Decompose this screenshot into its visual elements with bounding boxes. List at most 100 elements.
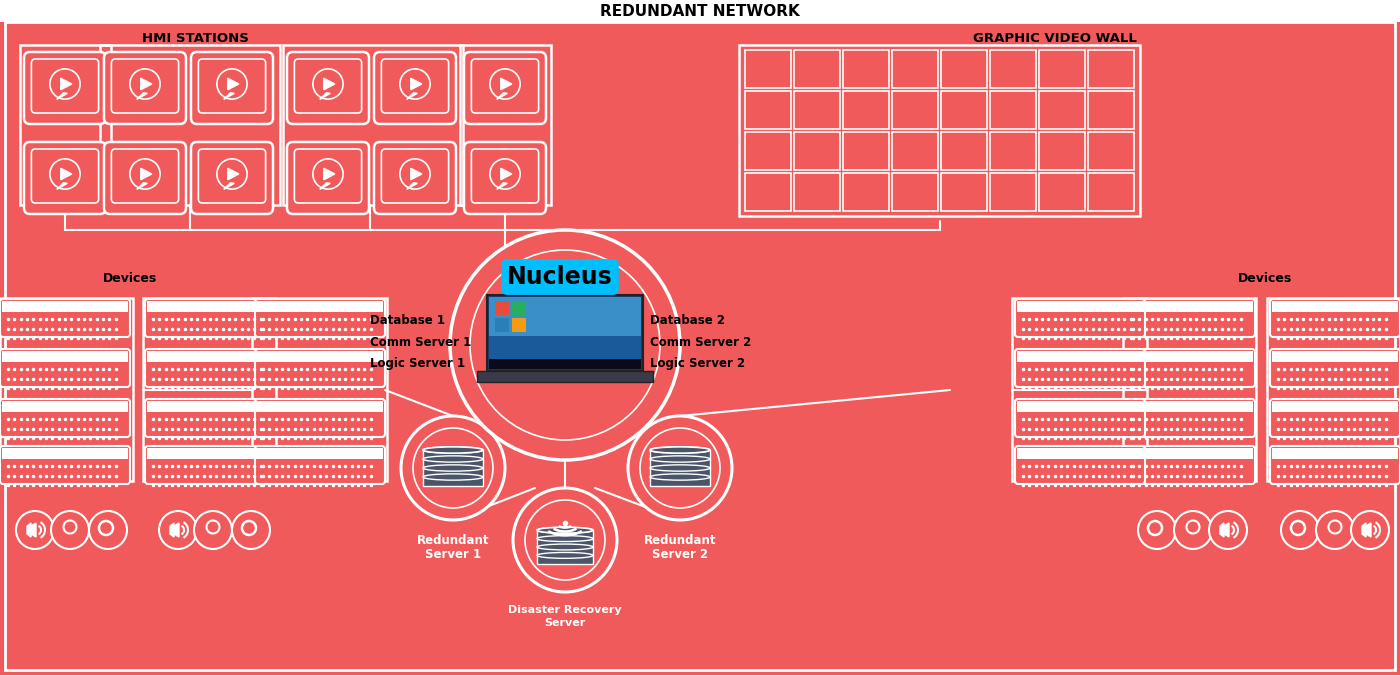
Circle shape	[217, 159, 248, 189]
Bar	[650, 450, 710, 459]
Ellipse shape	[423, 465, 483, 471]
Bar	[538, 539, 594, 547]
Bar	[739, 45, 1140, 216]
Bar	[794, 91, 840, 129]
Polygon shape	[406, 183, 417, 190]
Text: Nucleus: Nucleus	[507, 265, 613, 289]
Bar	[941, 132, 987, 170]
Bar	[1039, 50, 1085, 88]
FancyBboxPatch shape	[1126, 446, 1254, 484]
FancyBboxPatch shape	[31, 149, 98, 203]
Circle shape	[195, 511, 232, 549]
FancyBboxPatch shape	[463, 52, 546, 124]
Polygon shape	[31, 523, 36, 537]
Text: Server 2: Server 2	[652, 549, 708, 562]
FancyBboxPatch shape	[374, 142, 456, 214]
FancyBboxPatch shape	[199, 59, 266, 113]
Bar	[147, 448, 273, 460]
Text: HMI STATIONS: HMI STATIONS	[141, 32, 248, 45]
Bar	[1267, 298, 1400, 481]
Circle shape	[160, 511, 197, 549]
Polygon shape	[60, 168, 71, 180]
Ellipse shape	[423, 447, 483, 453]
Bar	[1039, 132, 1085, 170]
FancyBboxPatch shape	[1015, 299, 1145, 337]
Bar	[143, 298, 276, 481]
Bar	[512, 318, 526, 332]
Bar	[1273, 448, 1399, 460]
Bar	[423, 468, 483, 477]
Circle shape	[1316, 511, 1354, 549]
Text: Redundant: Redundant	[417, 533, 489, 547]
Polygon shape	[137, 183, 147, 190]
FancyBboxPatch shape	[381, 149, 448, 203]
Bar	[1016, 401, 1142, 412]
Ellipse shape	[538, 527, 594, 533]
Circle shape	[312, 69, 343, 99]
Circle shape	[50, 511, 90, 549]
Circle shape	[1281, 511, 1319, 549]
Bar	[538, 530, 594, 539]
Bar	[512, 301, 526, 315]
FancyBboxPatch shape	[294, 59, 361, 113]
Circle shape	[232, 511, 270, 549]
Bar	[423, 477, 483, 486]
Bar	[538, 556, 594, 564]
Bar	[1, 351, 127, 362]
FancyBboxPatch shape	[112, 59, 179, 113]
Bar	[1, 448, 127, 460]
Ellipse shape	[538, 552, 594, 558]
Bar	[1127, 301, 1253, 313]
Bar	[252, 298, 386, 481]
Polygon shape	[174, 523, 179, 537]
Bar	[538, 547, 594, 556]
FancyBboxPatch shape	[255, 299, 385, 337]
Circle shape	[130, 69, 160, 99]
Circle shape	[629, 416, 732, 520]
Ellipse shape	[423, 456, 483, 462]
Bar	[147, 351, 273, 362]
Bar	[941, 91, 987, 129]
FancyBboxPatch shape	[0, 399, 130, 437]
Bar	[423, 450, 483, 459]
Circle shape	[1351, 511, 1389, 549]
Bar	[0, 0, 1400, 22]
Circle shape	[1138, 511, 1176, 549]
Circle shape	[90, 511, 127, 549]
Text: REDUNDANT NETWORK: REDUNDANT NETWORK	[601, 3, 799, 18]
Bar	[892, 91, 938, 129]
Polygon shape	[410, 78, 421, 90]
Bar	[990, 50, 1036, 88]
Bar	[1016, 301, 1142, 313]
Bar	[283, 45, 463, 205]
FancyBboxPatch shape	[146, 399, 274, 437]
Text: Comm Server 2: Comm Server 2	[650, 335, 752, 348]
Circle shape	[312, 159, 343, 189]
Circle shape	[490, 69, 521, 99]
Bar	[843, 132, 889, 170]
Polygon shape	[410, 168, 421, 180]
Bar	[1088, 50, 1134, 88]
Circle shape	[400, 159, 430, 189]
Circle shape	[50, 159, 80, 189]
Polygon shape	[27, 523, 31, 537]
Polygon shape	[501, 168, 512, 180]
FancyBboxPatch shape	[1015, 349, 1145, 387]
Polygon shape	[1219, 523, 1224, 537]
Circle shape	[400, 69, 430, 99]
Bar	[745, 50, 791, 88]
Ellipse shape	[538, 536, 594, 541]
FancyBboxPatch shape	[463, 142, 546, 214]
Bar	[258, 301, 384, 313]
Bar	[461, 45, 552, 205]
Polygon shape	[60, 78, 71, 90]
FancyBboxPatch shape	[255, 399, 385, 437]
FancyBboxPatch shape	[190, 52, 273, 124]
Text: Server 1: Server 1	[426, 549, 482, 562]
Polygon shape	[1366, 523, 1371, 537]
FancyBboxPatch shape	[294, 149, 361, 203]
Text: GRAPHIC VIDEO WALL: GRAPHIC VIDEO WALL	[973, 32, 1137, 45]
Bar	[1039, 173, 1085, 211]
Text: Database 2: Database 2	[650, 313, 725, 327]
Bar	[0, 298, 133, 481]
